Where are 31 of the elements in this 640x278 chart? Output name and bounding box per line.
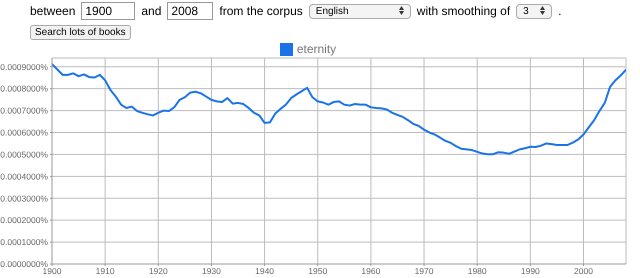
x-tick-label: 1920 (148, 266, 168, 276)
y-tick-label: 0.0005000% (0, 149, 48, 160)
y-tick-label: 0.0001000% (0, 237, 48, 248)
x-tick-label: 1940 (255, 266, 274, 276)
text: . (558, 4, 562, 18)
corpus-dropdown: English (308, 4, 411, 18)
start-year-field: 1900 (81, 2, 136, 20)
x-tick-label: 1910 (96, 266, 115, 276)
text: from the corpus (219, 4, 303, 18)
x-tick-label: 2000 (574, 266, 594, 276)
line-series (52, 63, 626, 156)
search-button: Search lots of books (30, 25, 131, 40)
x-tick-label: 1970 (414, 266, 434, 276)
smoothing-dropdown: 3 (516, 4, 552, 18)
legend-label: eternity (296, 42, 336, 56)
x-tick-label: 1980 (468, 266, 487, 276)
x-tick-label: 1930 (202, 266, 222, 276)
text: between (30, 4, 76, 18)
y-tick-label: 0.0007000% (0, 106, 48, 116)
x-tick-label: 1990 (520, 266, 540, 276)
end-year-field: 2008 (167, 2, 214, 20)
y-tick-label: 0.0002000% (0, 215, 48, 226)
y-tick-label: 0.0008000% (0, 84, 48, 94)
text: and (141, 4, 162, 18)
y-tick-label: 0.0003000% (0, 193, 48, 204)
y-tick-label: 0.0004000% (0, 171, 48, 182)
x-tick-label: 1960 (361, 266, 381, 276)
y-tick-label: 0.0009000% (0, 62, 48, 72)
y-tick-label: 0.0006000% (0, 128, 48, 138)
x-tick-label: 1950 (308, 266, 328, 276)
text: with smoothing of (416, 4, 510, 18)
